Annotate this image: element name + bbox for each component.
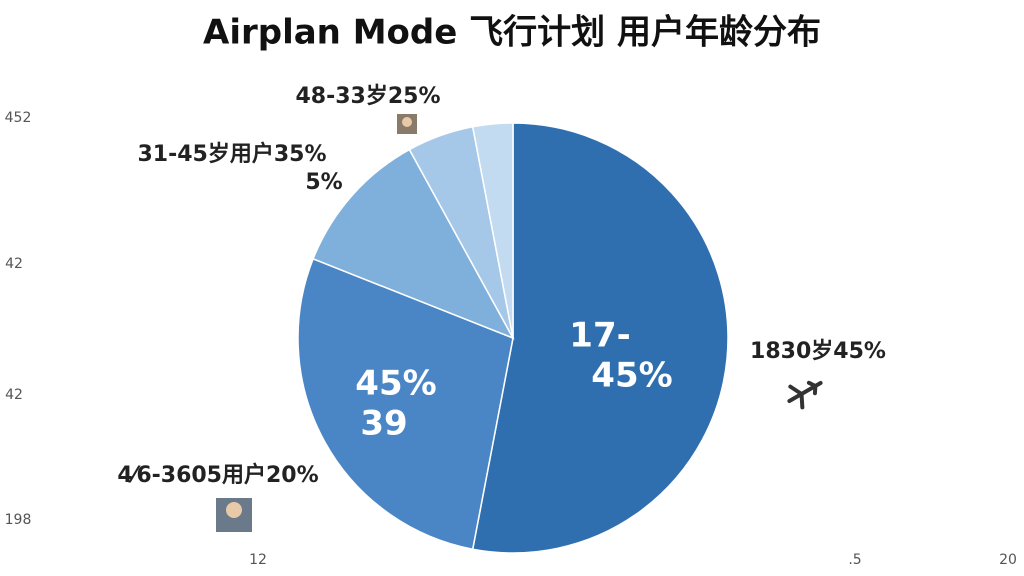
stray-label: 12 xyxy=(249,552,267,568)
outer-label: 4⁄6-3605用户20% xyxy=(117,462,318,488)
stray-label: 42 xyxy=(5,256,23,272)
stray-label: 20 xyxy=(999,552,1017,568)
stray-label: 42 xyxy=(5,387,23,403)
pie-slice xyxy=(297,257,514,551)
outer-label: 1830岁45% xyxy=(750,338,886,364)
pie-slice xyxy=(471,122,514,339)
inner-label: 39 xyxy=(360,404,407,444)
outer-label: 48-33岁25% xyxy=(295,83,440,109)
inner-label: 45% xyxy=(355,364,436,404)
outer-label: 31-45岁用户35% xyxy=(137,141,326,167)
inner-label: 45% xyxy=(591,356,672,396)
pie-slice xyxy=(471,122,729,554)
pie-slice xyxy=(312,148,515,340)
outer-label: 5% xyxy=(305,170,342,195)
inner-label: 17- xyxy=(569,316,630,356)
stray-label: .5 xyxy=(848,552,861,568)
stray-label: 198 xyxy=(5,512,32,528)
avatar-icon xyxy=(216,498,252,532)
airplane-icon xyxy=(787,380,823,410)
stray-label: 452 xyxy=(5,110,32,126)
avatar-icon xyxy=(397,114,417,134)
chart-title: Airplan Mode 飞行计划 用户年龄分布 xyxy=(203,13,821,53)
